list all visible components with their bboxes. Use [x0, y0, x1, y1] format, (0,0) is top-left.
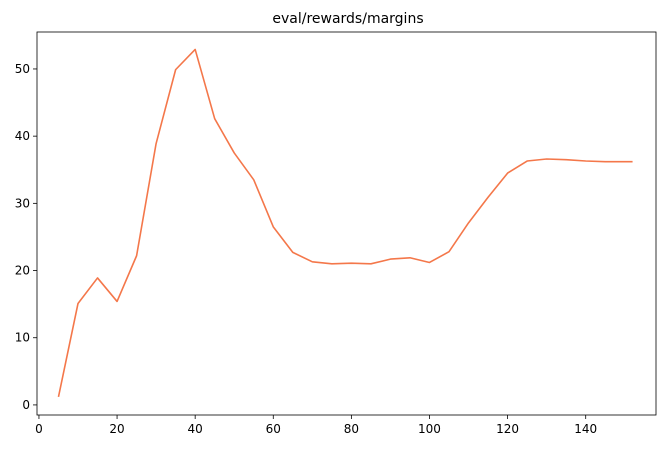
y-tick-label: 40: [15, 129, 30, 143]
y-tick-label: 0: [22, 398, 30, 412]
x-tick-label: 40: [188, 422, 203, 436]
chart-title: eval/rewards/margins: [272, 11, 423, 27]
y-tick-label: 10: [15, 331, 30, 345]
y-tick-label: 50: [15, 62, 30, 76]
x-tick-label: 80: [344, 422, 359, 436]
series-line-0: [57, 48, 633, 398]
x-tick-label: 100: [418, 422, 441, 436]
plot-frame: [36, 31, 657, 416]
y-tick-label: 20: [15, 264, 30, 278]
y-tick-label: 30: [15, 196, 30, 210]
x-tick-label: 20: [109, 422, 124, 436]
x-tick-label: 0: [35, 422, 43, 436]
x-tick-label: 120: [496, 422, 519, 436]
x-tick-label: 140: [574, 422, 597, 436]
x-tick-label: 60: [266, 422, 281, 436]
